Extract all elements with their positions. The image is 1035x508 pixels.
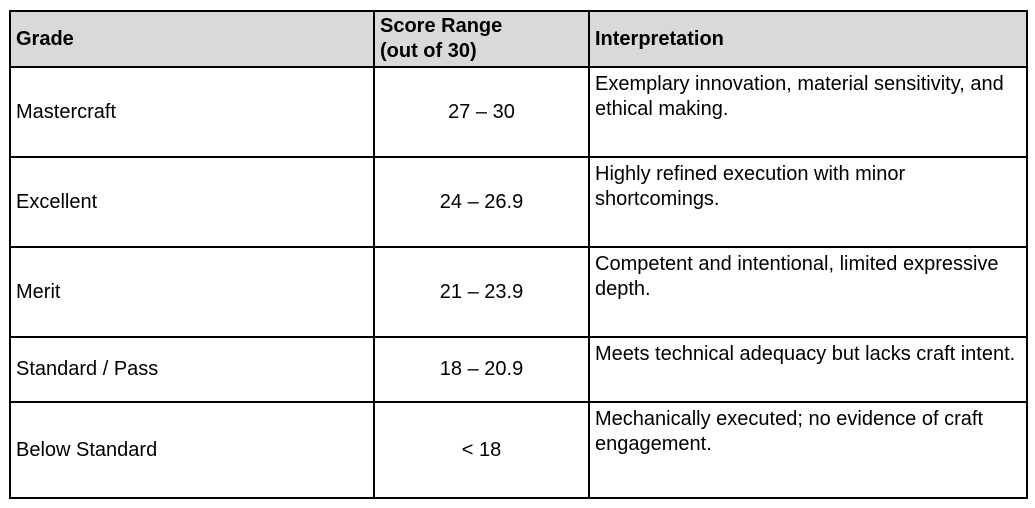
score-range-cell: < 18 <box>373 401 590 499</box>
interpretation-cell: Highly refined execution with minor shor… <box>588 156 1028 248</box>
table-row-merit: Merit 21 – 23.9 Competent and intentiona… <box>9 246 1028 338</box>
grade-cell: Mastercraft <box>9 66 375 158</box>
interpretation-cell: Mechanically executed; no evidence of cr… <box>588 401 1028 499</box>
table-header-row: Grade Score Range (out of 30) Interpreta… <box>9 10 1028 68</box>
interpretation-cell: Meets technical adequacy but lacks craft… <box>588 336 1028 403</box>
table-row-standard-pass: Standard / Pass 18 – 20.9 Meets technica… <box>9 336 1028 403</box>
table-row-below-standard: Below Standard < 18 Mechanically execute… <box>9 401 1028 499</box>
score-range-cell: 21 – 23.9 <box>373 246 590 338</box>
grade-cell: Standard / Pass <box>9 336 375 403</box>
interpretation-cell: Competent and intentional, limited expre… <box>588 246 1028 338</box>
grading-rubric-table: Grade Score Range (out of 30) Interpreta… <box>9 10 1028 499</box>
score-range-cell: 27 – 30 <box>373 66 590 158</box>
table-row-excellent: Excellent 24 – 26.9 Highly refined execu… <box>9 156 1028 248</box>
grade-cell: Excellent <box>9 156 375 248</box>
score-range-cell: 24 – 26.9 <box>373 156 590 248</box>
header-interpretation: Interpretation <box>588 10 1028 68</box>
interpretation-cell: Exemplary innovation, material sensitivi… <box>588 66 1028 158</box>
grade-cell: Below Standard <box>9 401 375 499</box>
header-score-range: Score Range (out of 30) <box>373 10 590 68</box>
score-range-cell: 18 – 20.9 <box>373 336 590 403</box>
grade-cell: Merit <box>9 246 375 338</box>
table-row-mastercraft: Mastercraft 27 – 30 Exemplary innovation… <box>9 66 1028 158</box>
header-grade: Grade <box>9 10 375 68</box>
